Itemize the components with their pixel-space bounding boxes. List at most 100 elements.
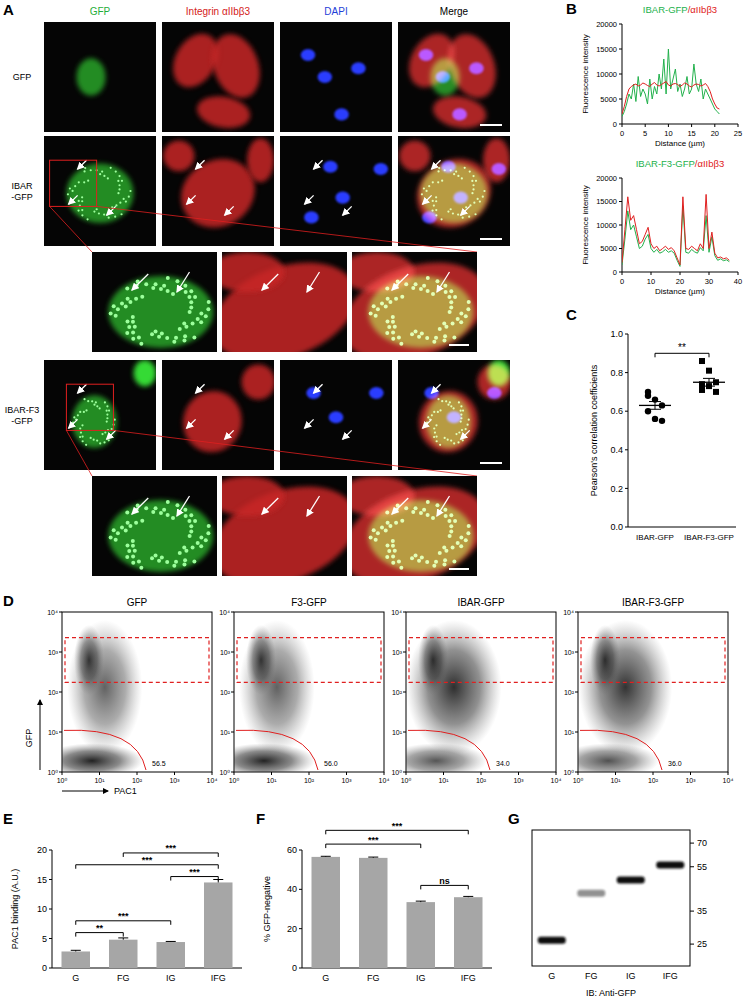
gfp-puncta [178, 327, 182, 331]
gfp-puncta [397, 335, 401, 339]
gfp-puncta [81, 196, 83, 198]
gfp-puncta [126, 521, 130, 525]
gfp-puncta [125, 555, 129, 559]
gfp-puncta [434, 560, 438, 564]
arrow [392, 274, 408, 290]
integrin-stain [399, 140, 430, 171]
gfp-puncta [81, 436, 83, 438]
gfp-puncta [467, 300, 471, 304]
zoom-line [97, 206, 477, 252]
y-tick [299, 928, 302, 929]
gfp-signal [488, 360, 510, 386]
gfp-puncta [422, 508, 426, 512]
gfp-puncta [431, 516, 435, 520]
x-tick [309, 772, 310, 775]
y-tick-label: 60 [287, 845, 297, 855]
gfp-puncta [159, 287, 163, 291]
micrograph-ground [44, 360, 156, 470]
arrow [177, 272, 190, 292]
gfp-puncta [183, 508, 187, 512]
gfp-puncta [472, 188, 474, 190]
y-tick-label: 20000 [596, 174, 617, 183]
integrin-stain [483, 138, 510, 182]
y-tick [231, 652, 234, 653]
gfp-puncta [154, 506, 158, 510]
gfp-puncta [171, 292, 175, 296]
error-bar [649, 402, 661, 410]
gfp-puncta [189, 513, 193, 517]
y-tick-label: 15000 [596, 45, 617, 54]
x-tick-label: 10² [304, 777, 315, 784]
gfp-puncta [172, 564, 176, 568]
gfp-puncta [166, 289, 170, 293]
micrograph-ground [398, 360, 510, 470]
error-bar [703, 378, 715, 386]
y-tick [625, 334, 628, 335]
bar [407, 902, 436, 968]
gfp-puncta [384, 304, 388, 308]
x-tick-label: 10⁴ [379, 777, 390, 784]
gfp-puncta [101, 433, 103, 435]
gfp-puncta [444, 514, 448, 518]
micrograph [222, 252, 347, 352]
y-tick-label: 0.2 [610, 484, 623, 494]
y-tick [403, 732, 406, 733]
y-tick [575, 732, 578, 733]
arrow [461, 206, 470, 215]
micrograph [398, 360, 510, 470]
integrin-stain [352, 252, 477, 352]
panel-title: GFP [127, 597, 148, 608]
gfp-puncta [118, 188, 120, 190]
gfp-puncta [182, 338, 186, 342]
gfp-puncta [189, 524, 193, 528]
gfp-puncta [453, 295, 457, 299]
integrin-stain [430, 92, 488, 132]
gfp-puncta [108, 410, 110, 412]
gfp-puncta [425, 336, 429, 340]
lane-label: IFG [663, 971, 678, 981]
gfp-puncta [410, 556, 414, 560]
integrin-stain [222, 252, 285, 292]
x-tick-label: 10³ [169, 777, 180, 784]
gfp-puncta [428, 185, 430, 187]
gfp-puncta [189, 300, 193, 304]
x-tick-label: 10³ [513, 777, 524, 784]
x-tick [174, 772, 175, 775]
gfp-puncta [433, 411, 435, 413]
y-tick-label: 0 [42, 963, 47, 973]
gfp-puncta [433, 436, 435, 438]
nucleus [452, 108, 467, 120]
gfp-puncta [83, 411, 85, 413]
gfp-puncta [425, 560, 429, 564]
scale-bar [480, 462, 502, 464]
gfp-puncta [188, 534, 192, 538]
y-tick [49, 938, 52, 939]
gfp-puncta [461, 177, 463, 179]
gfp-puncta [131, 544, 135, 548]
gfp-puncta [420, 555, 424, 559]
gfp-puncta [95, 401, 97, 403]
gfp-puncta [133, 325, 137, 329]
gfp-signal [72, 395, 117, 448]
arrow [177, 496, 190, 516]
micrograph-ground [92, 252, 217, 352]
error-bar [416, 901, 426, 903]
significance-label: ** [678, 342, 686, 353]
gfp-puncta [391, 544, 395, 548]
y-tick-label: 10¹ [392, 729, 403, 736]
axis-arrow [40, 700, 41, 770]
bar [454, 897, 483, 968]
gfp-puncta [125, 331, 129, 335]
micrograph [162, 136, 274, 246]
gfp-puncta [369, 311, 373, 315]
x-tick-label: 10¹ [610, 777, 621, 784]
gfp-puncta [459, 311, 463, 315]
gate-box [65, 638, 209, 683]
gfp-signal [420, 164, 487, 223]
gfp-puncta [192, 559, 196, 563]
gfp-puncta [467, 524, 471, 528]
band [656, 861, 684, 868]
y-tick [625, 449, 628, 450]
y-tick [575, 692, 578, 693]
x-tick-label: 10³ [341, 777, 352, 784]
